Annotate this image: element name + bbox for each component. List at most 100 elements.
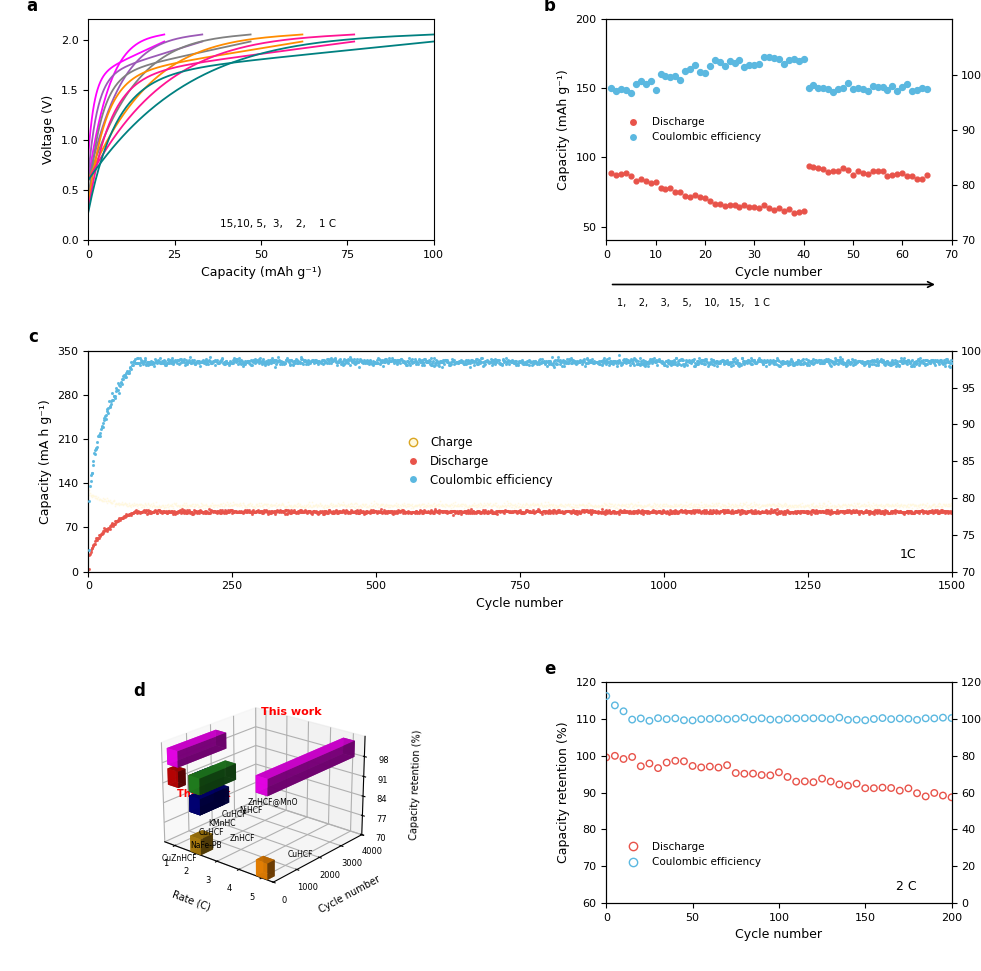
Point	[150, 352, 166, 368]
Point	[932, 495, 948, 511]
Point	[198, 503, 214, 519]
Point	[685, 352, 700, 367]
Point	[510, 505, 526, 520]
Point	[410, 498, 426, 514]
Point	[291, 497, 307, 513]
Point	[609, 505, 625, 520]
Point	[101, 520, 117, 536]
Point	[594, 505, 610, 520]
Point	[762, 504, 778, 519]
Point	[493, 357, 509, 373]
Point	[660, 505, 676, 520]
Point	[464, 505, 480, 520]
Point	[103, 396, 119, 412]
Point	[501, 356, 517, 372]
Point	[375, 352, 390, 367]
Point	[880, 168, 896, 184]
Point	[781, 52, 797, 68]
Point	[644, 353, 659, 369]
Point	[371, 499, 387, 515]
Point	[579, 503, 594, 519]
Point	[942, 503, 957, 519]
Point	[413, 497, 429, 513]
Point	[792, 496, 807, 512]
Point	[936, 503, 952, 519]
Point	[942, 504, 957, 519]
Point	[337, 502, 353, 518]
Point	[735, 355, 750, 371]
Point	[894, 351, 909, 366]
Point	[537, 505, 552, 520]
Point	[904, 168, 920, 184]
Point	[470, 504, 486, 519]
Point	[419, 353, 435, 369]
Point	[847, 498, 862, 514]
Point	[278, 499, 293, 515]
Point	[852, 499, 867, 515]
Point	[430, 504, 445, 519]
Point	[437, 499, 452, 515]
Point	[632, 497, 647, 513]
Point	[875, 505, 891, 520]
Point	[126, 354, 141, 370]
Point	[197, 353, 213, 369]
Point	[617, 353, 633, 369]
Point	[249, 498, 265, 514]
Point	[240, 504, 256, 519]
Point	[578, 503, 594, 519]
Point	[366, 496, 382, 512]
Point	[770, 352, 786, 368]
Point	[85, 488, 101, 504]
Point	[702, 498, 718, 514]
Point	[880, 498, 896, 514]
Point	[657, 357, 673, 373]
Point	[522, 497, 538, 513]
Point	[322, 504, 337, 519]
Point	[805, 355, 821, 371]
Point	[913, 504, 929, 519]
Point	[480, 499, 495, 515]
Point	[813, 497, 829, 513]
Point	[847, 500, 862, 516]
Point	[870, 163, 886, 179]
Point	[659, 498, 675, 514]
Point	[504, 504, 520, 519]
Point	[134, 504, 150, 519]
Point	[568, 356, 584, 372]
Point	[114, 510, 129, 525]
Point	[206, 499, 222, 515]
Point	[879, 504, 895, 519]
Point	[257, 504, 273, 519]
Point	[459, 503, 475, 519]
Point	[490, 499, 505, 515]
Point	[171, 497, 186, 513]
Point	[235, 495, 251, 511]
Point	[890, 357, 905, 373]
Point	[783, 497, 799, 513]
Point	[886, 503, 902, 519]
Point	[395, 354, 411, 370]
Point	[384, 498, 399, 514]
Point	[794, 356, 809, 372]
Point	[189, 497, 205, 513]
Point	[610, 504, 626, 519]
Point	[345, 504, 361, 519]
Point	[879, 353, 895, 369]
Point	[746, 503, 761, 519]
Point	[572, 505, 588, 520]
Point	[663, 354, 679, 370]
Point	[448, 503, 464, 519]
Point	[902, 354, 917, 370]
Point	[275, 497, 290, 513]
Point	[411, 505, 427, 520]
Point	[630, 352, 645, 368]
Point	[726, 353, 742, 369]
Point	[499, 493, 515, 509]
Point	[620, 496, 636, 512]
Point	[279, 498, 294, 514]
Point	[578, 355, 594, 371]
Point	[765, 352, 781, 368]
Point	[717, 497, 733, 513]
Point	[402, 505, 418, 520]
Point	[406, 498, 422, 514]
